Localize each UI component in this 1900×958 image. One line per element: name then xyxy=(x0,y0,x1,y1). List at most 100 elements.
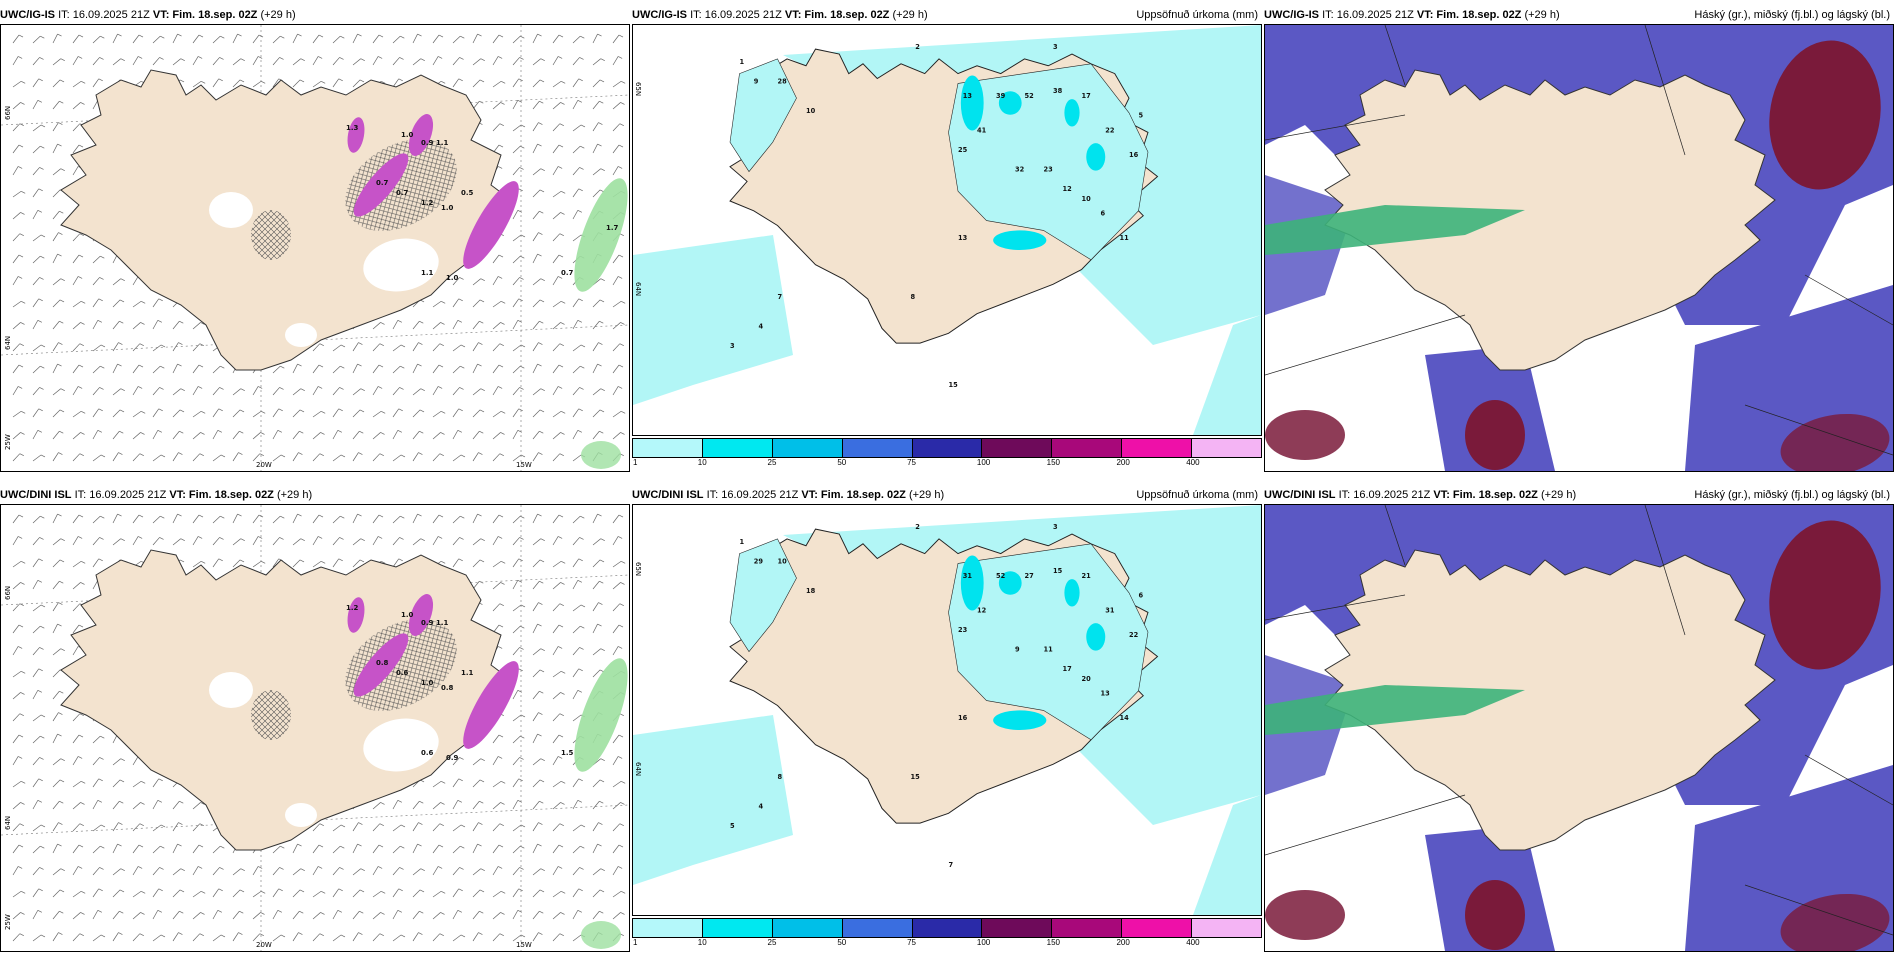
wind-barb-flag xyxy=(480,538,485,542)
wind-barb-flag xyxy=(80,802,85,805)
wind-barb-flag xyxy=(297,513,302,517)
wind-barb xyxy=(432,322,441,330)
wind-barb xyxy=(292,452,299,462)
wind-barb-flag xyxy=(558,514,564,518)
wind-barb-flag xyxy=(201,890,206,894)
wind-barb xyxy=(292,559,301,568)
wind-barb xyxy=(512,234,522,242)
wind-barb xyxy=(152,910,159,920)
wind-barb xyxy=(92,824,102,832)
wind-barb xyxy=(292,911,300,920)
wind-barb-flag xyxy=(60,758,65,762)
wind-barb-flag xyxy=(340,845,345,849)
wind-barb xyxy=(32,778,40,788)
wind-barb xyxy=(492,123,501,132)
wind-barb-flag xyxy=(621,780,626,784)
wind-barb-flag xyxy=(180,868,185,872)
wind-barb-flag xyxy=(78,254,84,258)
wind-barb xyxy=(192,343,201,352)
wind-barb-flag xyxy=(299,910,304,914)
wind-barb xyxy=(292,58,301,66)
wind-barb xyxy=(172,363,178,374)
wind-barb xyxy=(52,253,58,264)
colorbar-tick-label: 25 xyxy=(767,458,777,467)
wind-barb-flag xyxy=(57,513,62,517)
wind-barb xyxy=(552,560,562,568)
wind-barb-flag xyxy=(518,408,523,412)
wind-barb-flag xyxy=(200,802,205,805)
wind-barb xyxy=(72,713,81,722)
wind-barb xyxy=(372,844,380,854)
wind-barb-flag xyxy=(580,365,585,369)
wind-barb-flag xyxy=(80,322,85,325)
wind-barb-flag xyxy=(199,933,204,936)
wind-barb xyxy=(412,822,419,832)
wind-barb-flag xyxy=(318,844,324,848)
precip-value-label: 7 xyxy=(778,293,783,301)
wind-barb xyxy=(232,538,241,546)
wind-barb xyxy=(372,823,381,832)
wind-barb xyxy=(432,34,440,44)
wind-barb xyxy=(532,79,541,88)
wind-barb xyxy=(552,912,561,920)
wind-barb-flag xyxy=(620,102,625,105)
panel-top-right: UWC/IG-IS IT: 16.09.2025 21Z VT: Fim. 18… xyxy=(1264,8,1894,478)
wind-barb xyxy=(72,102,81,110)
wind-barb xyxy=(92,430,99,440)
value-label: 1.7 xyxy=(606,224,619,232)
wind-barb xyxy=(72,844,80,854)
wind-barb-flag xyxy=(319,933,324,936)
wind-barb-flag xyxy=(377,536,383,539)
wind-barb-flag xyxy=(539,690,544,694)
wind-barb-flag xyxy=(557,866,563,869)
wind-barb xyxy=(472,801,480,810)
wind-barb-flag xyxy=(157,909,163,913)
wind-barb-flag xyxy=(497,56,503,59)
wind-barb-flag xyxy=(460,934,466,938)
wind-barb xyxy=(92,580,99,590)
wind-barb xyxy=(512,934,522,942)
wind-barb xyxy=(92,454,102,462)
wind-barb-flag xyxy=(177,843,182,847)
wind-barb-flag xyxy=(317,56,323,59)
wind-barb xyxy=(452,57,460,66)
wind-barb-flag xyxy=(519,867,524,870)
wind-barb xyxy=(452,934,462,942)
wind-barb-flag xyxy=(559,603,564,606)
wind-barb-flag xyxy=(119,779,125,783)
value-label: 0.9 xyxy=(446,754,459,762)
wind-barb-flag xyxy=(599,779,605,783)
wind-barb-flag xyxy=(358,452,363,455)
wind-barb xyxy=(172,33,178,44)
wind-barb xyxy=(12,190,22,198)
wind-barb-flag xyxy=(359,889,365,893)
wind-barb-flag xyxy=(217,429,223,433)
wind-barb xyxy=(512,320,519,330)
wind-barb-flag xyxy=(580,344,586,348)
wind-barb-flag xyxy=(561,410,566,414)
wind-barb-flag xyxy=(457,319,463,323)
wind-barb-flag xyxy=(458,408,463,412)
wind-barb xyxy=(372,364,380,374)
wind-barb-flag xyxy=(141,410,146,414)
wind-barb xyxy=(312,912,321,920)
wind-barb-flag xyxy=(40,35,45,39)
panel-field-title: Háský (gr.), miðský (fj.bl.) og lágský (… xyxy=(1694,9,1890,21)
wind-barb-flag xyxy=(78,514,84,518)
wind-barb xyxy=(32,298,40,308)
wind-barb xyxy=(92,100,99,110)
wind-barb-flag xyxy=(539,430,544,434)
wind-barb xyxy=(232,911,240,920)
wind-barb-flag xyxy=(557,756,563,759)
wind-barb xyxy=(132,56,139,66)
wind-barb xyxy=(12,624,20,634)
wind-barb xyxy=(132,386,139,396)
wind-barb xyxy=(112,889,121,898)
wind-barb-flag xyxy=(540,168,545,172)
wind-barb-flag xyxy=(597,623,602,627)
wind-barb-flag xyxy=(580,604,586,608)
wind-barb-flag xyxy=(539,889,545,893)
precip-value-label: 52 xyxy=(996,572,1006,580)
wind-barb-flag xyxy=(19,123,24,126)
wind-barb xyxy=(452,78,460,88)
